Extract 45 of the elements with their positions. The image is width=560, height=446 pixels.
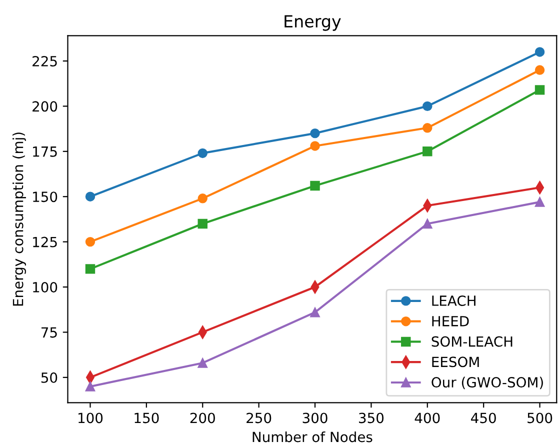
legend-label: EESOM: [432, 356, 479, 368]
point: [422, 146, 432, 156]
legend-label: Our (GWO-SOM): [432, 376, 543, 390]
point: [422, 101, 432, 112]
point: [85, 264, 96, 274]
x-axis-title: Number of Nodes: [252, 431, 372, 442]
y-tick-label: 175: [33, 146, 57, 157]
point: [534, 47, 545, 57]
y-tick-label: 50: [41, 372, 58, 383]
x-tick-label: 150: [134, 412, 159, 424]
point: [198, 194, 208, 204]
x-tick-label: 200: [190, 412, 215, 424]
y-axis-title: Energy consumption (mj): [12, 132, 26, 306]
legend-label: SOM-LEACH: [432, 336, 512, 347]
x-tick-label: 100: [78, 412, 103, 424]
point: [310, 128, 320, 138]
point: [534, 65, 545, 75]
point: [198, 218, 208, 229]
point: [422, 123, 432, 133]
y-tick-label: 125: [33, 236, 57, 248]
point: [422, 218, 432, 229]
y-tick-label: 100: [33, 282, 58, 292]
x-tick-label: 250: [246, 412, 272, 424]
x-tick-label: 450: [471, 412, 496, 424]
legend-label: HEED: [432, 316, 469, 326]
x-tick-label: 350: [359, 412, 384, 424]
point: [310, 141, 320, 151]
point: [85, 382, 96, 392]
chart-title: Energy: [284, 15, 341, 31]
point: [310, 180, 320, 191]
point: [85, 192, 96, 202]
point: [534, 85, 545, 95]
point: [534, 197, 545, 207]
y-tick-label: 150: [33, 192, 58, 202]
y-tick-label: 225: [32, 56, 57, 66]
point: [198, 148, 208, 158]
x-tick-label: 500: [528, 412, 552, 424]
y-tick-label: 200: [32, 101, 58, 112]
x-tick-label: 400: [414, 412, 440, 424]
point: [198, 358, 208, 368]
x-tick-label: 300: [302, 412, 328, 424]
legend-label: LEACH: [432, 295, 476, 306]
point: [85, 236, 96, 247]
y-tick-label: 75: [42, 327, 57, 338]
point: [310, 307, 320, 318]
